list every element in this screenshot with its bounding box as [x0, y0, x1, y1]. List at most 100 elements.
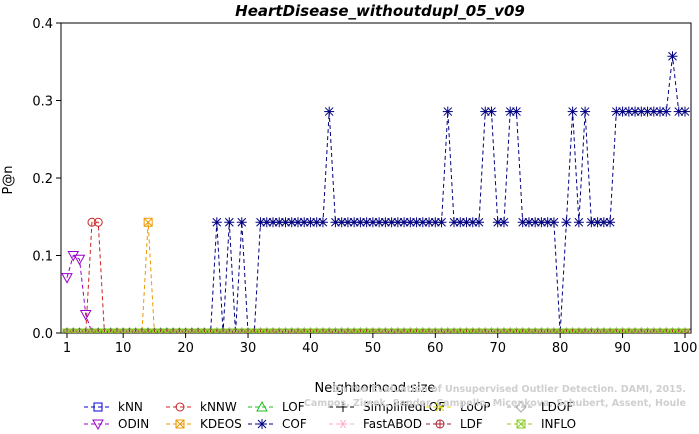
legend-item: LOF [248, 400, 305, 414]
legend-item: FastABOD [329, 417, 422, 431]
data-point [631, 328, 640, 333]
y-tick-label: 0.2 [32, 172, 53, 187]
data-point [618, 328, 627, 333]
data-point [543, 328, 552, 333]
data-point [106, 328, 115, 333]
y-tick-label: 0.0 [32, 327, 53, 342]
data-point [81, 328, 90, 333]
data-point [498, 217, 509, 228]
data-point [599, 328, 608, 333]
series-line [67, 56, 685, 333]
data-point [656, 328, 665, 333]
data-point [112, 328, 121, 333]
data-point [574, 328, 583, 333]
data-point [94, 328, 103, 333]
data-point [443, 328, 452, 333]
legend-item: LDOF [507, 400, 573, 414]
data-point [680, 328, 690, 333]
series-cof [62, 51, 690, 333]
data-point [456, 328, 465, 333]
data-point [393, 328, 402, 333]
legend-item: ODIN [84, 417, 149, 431]
data-point [431, 328, 440, 333]
data-point [412, 328, 421, 333]
legend-label: INFLO [541, 417, 576, 431]
y-axis-label: P@n [1, 165, 16, 194]
series-kdeos [62, 217, 690, 333]
data-point [542, 217, 553, 228]
data-point [681, 328, 689, 333]
data-point [262, 328, 271, 333]
legend-label: LDOF [541, 400, 573, 414]
series-line [66, 254, 685, 333]
series-line [67, 222, 685, 333]
x-tick-label: 50 [365, 341, 382, 356]
x-tick-label: 90 [614, 341, 631, 356]
series-odin [61, 251, 691, 333]
data-point [331, 328, 340, 333]
data-point [231, 328, 240, 333]
series-layer [61, 51, 691, 333]
data-point [317, 217, 328, 228]
data-point [636, 106, 647, 117]
x-tick-label: 80 [552, 341, 569, 356]
legend-item: LDF [426, 417, 483, 431]
data-point [468, 328, 477, 333]
data-point [462, 328, 471, 333]
legend-marker [435, 419, 445, 429]
data-point [293, 328, 302, 333]
legend-marker [256, 400, 268, 412]
data-point [187, 328, 196, 333]
data-point [143, 217, 153, 227]
data-point [237, 328, 246, 333]
data-point [387, 328, 396, 333]
data-point [587, 328, 596, 333]
x-tick-label: 20 [177, 341, 194, 356]
data-point [250, 328, 259, 333]
legend-label: kNNW [200, 400, 237, 414]
legend-marker [339, 419, 347, 429]
x-tick-label: 70 [489, 341, 506, 356]
data-point [300, 328, 309, 333]
data-point [69, 328, 78, 333]
series-inflo [62, 328, 690, 333]
data-point [125, 328, 134, 333]
data-point [436, 217, 447, 228]
data-point [548, 217, 559, 228]
data-point [368, 328, 377, 333]
data-point [337, 328, 346, 333]
legend-label: COF [282, 417, 307, 431]
data-point [287, 328, 296, 333]
data-point [506, 328, 515, 333]
data-point [425, 328, 434, 333]
data-point [131, 328, 140, 333]
data-point [418, 328, 427, 333]
series-line [67, 221, 685, 333]
series-fastabod [63, 328, 689, 333]
data-point [87, 328, 96, 333]
data-point [225, 328, 234, 333]
data-point [169, 328, 178, 333]
chart-title: HeartDisease_withoutdupl_05_v09 [235, 2, 525, 20]
data-point [524, 328, 533, 333]
data-point [361, 217, 372, 228]
data-point [375, 328, 384, 333]
data-point [662, 328, 671, 333]
legend: kNN kNNW LOF SimplifiedLOF LoOP LDOF ODIN KDEOS… [84, 400, 576, 431]
data-point [556, 328, 565, 333]
plot-area: 1 10 20 30 40 50 60 70 80 90 100 0.0 0.1 0.2 0.3 0.4 [32, 17, 697, 356]
data-point [562, 328, 571, 333]
data-point [549, 328, 558, 333]
series-knnw [62, 217, 690, 333]
data-point [680, 106, 690, 117]
legend-marker [92, 419, 104, 431]
data-point [493, 328, 502, 333]
x-axis: 1 10 20 30 40 50 60 70 80 90 100 [63, 333, 697, 356]
data-point [343, 328, 352, 333]
data-point [275, 328, 284, 333]
legend-marker [175, 402, 185, 412]
data-point [537, 328, 546, 333]
x-tick-label: 40 [302, 341, 319, 356]
legend-item: kNNW [166, 400, 237, 414]
data-point [450, 328, 459, 333]
